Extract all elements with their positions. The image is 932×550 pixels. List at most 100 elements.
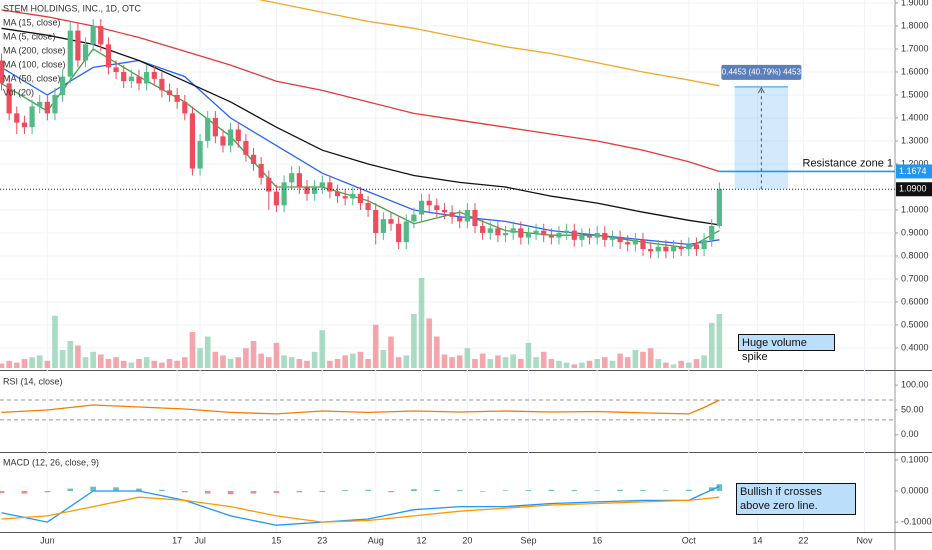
- volume-bar: [609, 360, 616, 368]
- candle-body: [296, 173, 302, 187]
- histogram-bar: [502, 490, 509, 492]
- x-tick-label: Nov: [856, 535, 873, 545]
- candle-body: [60, 76, 66, 95]
- candle-body: [586, 235, 593, 238]
- y-tick-label: 0.6000: [901, 296, 929, 306]
- candle-body: [609, 237, 616, 240]
- volume-bar: [602, 357, 608, 368]
- candle-body: [525, 232, 532, 238]
- candle-body: [273, 191, 280, 206]
- volume-bar: [21, 359, 28, 368]
- y-tick-label: 0.4000: [901, 342, 929, 352]
- histogram-bar: [319, 491, 326, 492]
- moving-average: [1, 27, 720, 226]
- candle-body: [418, 200, 425, 215]
- measure-box: [734, 86, 789, 190]
- candle-body: [342, 196, 348, 199]
- candle-body: [319, 182, 325, 187]
- volume-bar: [388, 336, 394, 368]
- volume-bar: [411, 314, 417, 368]
- candle-body: [457, 216, 463, 222]
- candle-body: [426, 200, 432, 206]
- volume-bar: [479, 353, 486, 368]
- volume-bar: [678, 360, 684, 368]
- candle-body: [663, 246, 669, 252]
- volume-bar: [258, 353, 264, 368]
- y-tick-label: 1.7000: [901, 43, 929, 53]
- candle-body: [403, 221, 409, 243]
- x-tick-label: Jun: [40, 535, 55, 545]
- candle-body: [396, 223, 402, 243]
- candle-body: [212, 117, 218, 137]
- volume-bar: [52, 315, 58, 368]
- volume-bar: [525, 342, 532, 368]
- candle-body: [250, 154, 257, 164]
- resistance-label: Resistance zone 1: [803, 157, 894, 169]
- x-tick-label: Jul: [194, 535, 206, 545]
- histogram-bar: [342, 490, 348, 492]
- volume-bar: [44, 360, 51, 368]
- candle-body: [373, 209, 379, 233]
- volume-bar: [663, 362, 669, 368]
- volume-bar: [579, 362, 585, 368]
- volume-bar: [273, 342, 280, 368]
- histogram-bar: [571, 490, 578, 492]
- candle-body: [37, 101, 43, 107]
- candle-body: [159, 78, 165, 91]
- volume-bar: [288, 357, 295, 368]
- volume-bar: [632, 350, 639, 368]
- candle-body: [564, 230, 570, 233]
- candle-body: [556, 232, 562, 238]
- volume-bar: [159, 362, 165, 368]
- candle-body: [625, 242, 631, 245]
- histogram-bar: [617, 489, 623, 492]
- legend-entry: MA (15, close): [3, 17, 61, 27]
- volume-bar: [319, 330, 326, 368]
- candle-body: [411, 214, 417, 222]
- histogram-bar: [525, 490, 532, 492]
- candle-body: [709, 226, 715, 240]
- volume-bar: [701, 355, 707, 368]
- volume-bar: [151, 360, 158, 368]
- volume-bar: [128, 362, 135, 368]
- volume-bar: [174, 360, 180, 368]
- x-tick-label: Oct: [682, 535, 697, 545]
- measure-arrowhead: [757, 86, 765, 94]
- y-tick-label: 1.0000: [901, 204, 929, 214]
- candle-body: [90, 25, 96, 45]
- y-tick-label: 0.00: [901, 429, 919, 439]
- volume-bar: [441, 354, 448, 368]
- measure-label: 0.4453 (40.79%) 4453: [722, 67, 802, 76]
- x-tick-label: 15: [271, 535, 281, 545]
- candle-body: [449, 212, 455, 217]
- macd-note: Bullish if crosses above zero line.: [736, 483, 856, 515]
- candle-body: [464, 209, 470, 222]
- histogram-bar: [479, 491, 486, 492]
- volume-bar: [98, 354, 104, 368]
- volume-bar: [670, 364, 677, 368]
- y-tick-label: 1.6000: [901, 66, 929, 76]
- volume-bar: [296, 359, 303, 368]
- volume-bar: [487, 359, 494, 368]
- candle-body: [220, 136, 226, 146]
- volume-bar: [29, 357, 35, 368]
- histogram-bar: [204, 491, 211, 494]
- candle-body: [434, 205, 440, 210]
- volume-bar: [686, 362, 692, 368]
- volume-bar: [113, 357, 119, 368]
- y-tick-label: 100.00: [901, 380, 929, 390]
- candle-body: [655, 246, 661, 252]
- volume-bar: [594, 359, 600, 368]
- volume-bar: [136, 359, 142, 368]
- volume-bar: [82, 357, 89, 368]
- volume-bar: [250, 341, 257, 368]
- candle-body: [678, 246, 684, 250]
- candle-body: [151, 71, 157, 79]
- volume-bar: [67, 341, 74, 368]
- candle-body: [327, 182, 333, 192]
- histogram-bar: [227, 491, 234, 495]
- volume-bar: [220, 355, 226, 368]
- moving-average: [1, 9, 720, 173]
- volume-bar: [456, 355, 463, 368]
